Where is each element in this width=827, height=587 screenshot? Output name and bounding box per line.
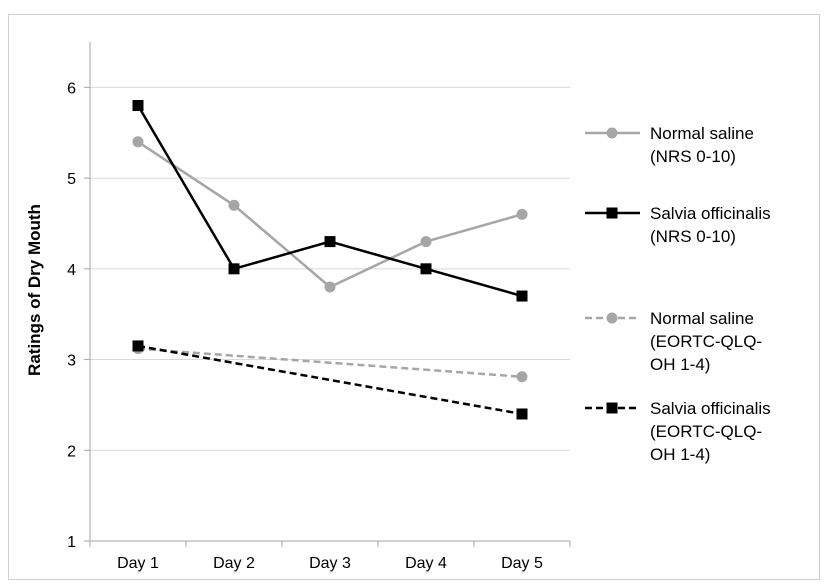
legend-entry: Salvia officinalis (NRS 0-10) [585, 204, 771, 246]
data-point [516, 290, 528, 302]
series-group [132, 100, 528, 420]
x-tick-label: Day 1 [117, 555, 159, 572]
series-line [136, 104, 523, 298]
y-tick-label: 1 [67, 534, 76, 551]
series-3 [132, 343, 528, 383]
gridlines [90, 86, 570, 451]
legend-marker [606, 312, 618, 324]
data-point [228, 199, 240, 211]
data-point [420, 263, 432, 275]
x-tick-label: Day 5 [501, 555, 543, 572]
data-point [516, 371, 528, 383]
y-tick-label: 5 [67, 171, 76, 188]
data-point [324, 281, 336, 293]
legend-label: (NRS 0-10) [650, 227, 736, 246]
y-tick-label: 6 [67, 80, 76, 97]
x-tick-label: Day 4 [405, 555, 447, 572]
y-axis-label: Ratings of Dry Mouth [25, 204, 44, 376]
series-line [137, 140, 523, 289]
legend-label: OH 1-4) [650, 445, 710, 464]
legend-marker [606, 207, 618, 219]
series-2 [132, 100, 528, 302]
legend-label: (NRS 0-10) [650, 147, 736, 166]
legend-label: Salvia officinalis [650, 204, 771, 223]
series-4 [132, 340, 528, 420]
legend-entry: Normal saline (EORTC-QLQ- OH 1-4) [585, 309, 762, 374]
data-point [228, 263, 240, 275]
legend-label: (EORTC-QLQ- [650, 332, 762, 351]
legend-entry: Salvia officinalis (EORTC-QLQ- OH 1-4) [585, 399, 771, 464]
data-point [132, 100, 144, 112]
legend-entry: Normal saline (NRS 0-10) [585, 124, 754, 166]
x-tick-labels: Day 1 Day 2 Day 3 Day 4 Day 5 [117, 555, 543, 572]
legend-marker [606, 402, 618, 414]
data-point [516, 208, 528, 220]
data-point [324, 236, 336, 248]
legend-label: OH 1-4) [650, 355, 710, 374]
legend-label: Salvia officinalis [650, 399, 771, 418]
y-tick-label: 3 [67, 353, 76, 370]
axes [84, 42, 571, 547]
y-tick-label: 4 [67, 262, 76, 279]
legend-label: Normal saline [650, 124, 754, 143]
data-point [132, 136, 144, 148]
data-point [132, 340, 144, 352]
series-line [137, 347, 523, 379]
series-line [137, 344, 523, 416]
data-point [420, 236, 432, 248]
x-tick-label: Day 3 [309, 555, 351, 572]
y-tick-labels: 1 2 3 4 5 6 [67, 80, 76, 551]
legend-label: Normal saline [650, 309, 754, 328]
legend: Normal saline(NRS 0-10)Salvia officinali… [585, 124, 771, 464]
x-tick-label: Day 2 [213, 555, 255, 572]
series-1 [132, 136, 528, 293]
legend-label: (EORTC-QLQ- [650, 422, 762, 441]
data-point [516, 408, 528, 420]
y-tick-label: 2 [67, 443, 76, 460]
legend-marker [606, 127, 618, 139]
